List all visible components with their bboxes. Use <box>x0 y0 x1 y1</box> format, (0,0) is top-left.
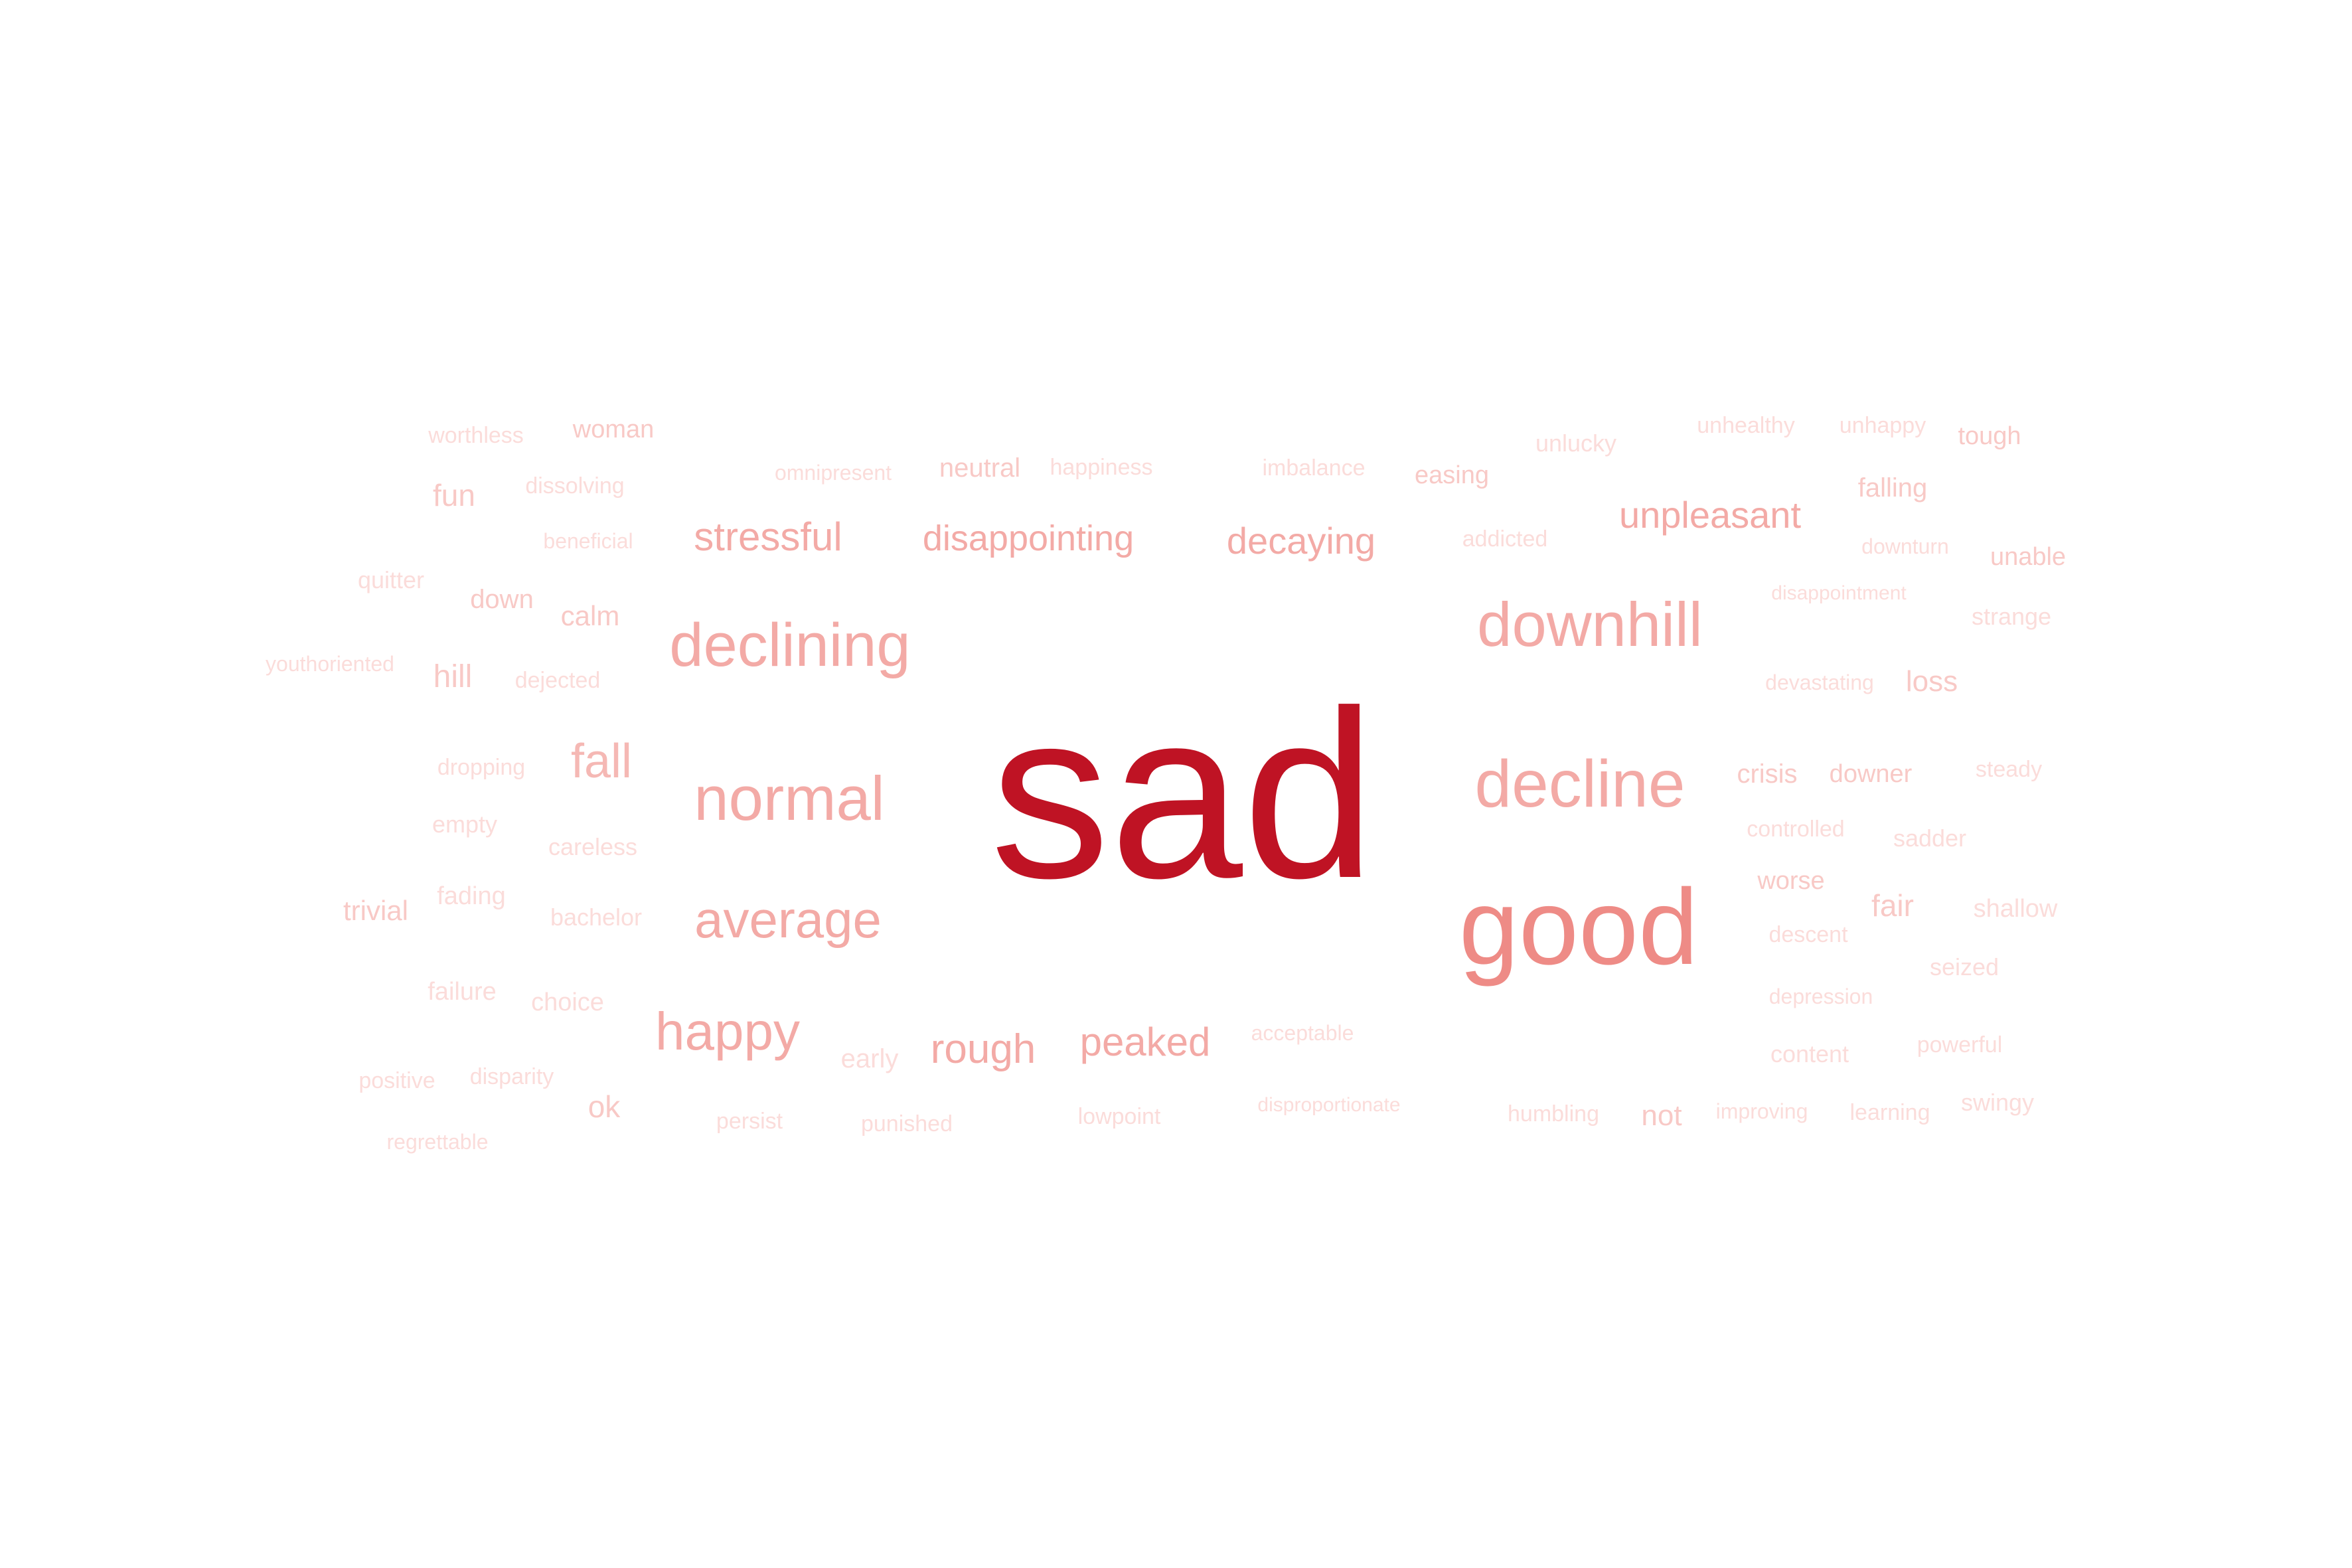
word-dissolving: dissolving <box>525 473 625 499</box>
word-youthoriented: youthoriented <box>266 652 394 676</box>
word-fading: fading <box>437 882 506 910</box>
word-woman: woman <box>572 416 655 443</box>
word-empty: empty <box>431 811 498 838</box>
word-unable: unable <box>1990 543 2067 571</box>
word-downer: downer <box>1829 760 1913 788</box>
word-acceptable: acceptable <box>1251 1021 1354 1045</box>
word-downturn: downturn <box>1861 534 1949 558</box>
word-unlucky: unlucky <box>1535 430 1617 457</box>
word-persist: persist <box>716 1109 783 1134</box>
word-disproportionate: disproportionate <box>1257 1094 1401 1116</box>
word-bachelor: bachelor <box>550 903 643 931</box>
word-ok: ok <box>588 1089 621 1124</box>
word-good: good <box>1458 867 1699 987</box>
word-dropping: dropping <box>437 755 526 780</box>
word-addicted: addicted <box>1462 526 1548 552</box>
word-imbalance: imbalance <box>1262 455 1366 481</box>
word-humbling: humbling <box>1508 1101 1599 1127</box>
word-content: content <box>1770 1040 1849 1067</box>
word-peaked: peaked <box>1079 1020 1211 1064</box>
word-fall: fall <box>570 735 633 788</box>
word-choice: choice <box>531 988 604 1016</box>
word-depression: depression <box>1768 984 1873 1008</box>
word-unhappy: unhappy <box>1839 413 1926 438</box>
word-worthless: worthless <box>428 423 524 448</box>
word-unpleasant: unpleasant <box>1618 494 1802 536</box>
word-positive: positive <box>358 1068 435 1093</box>
word-improving: improving <box>1715 1099 1808 1123</box>
word-crisis: crisis <box>1737 759 1798 789</box>
word-decline: decline <box>1474 747 1686 821</box>
word-normal: normal <box>694 763 885 833</box>
word-decaying: decaying <box>1226 520 1376 562</box>
word-neutral: neutral <box>939 453 1021 483</box>
word-loss: loss <box>1905 665 1958 698</box>
word-tough: tough <box>1958 422 2021 450</box>
word-trivial: trivial <box>343 895 409 926</box>
word-careless: careless <box>548 833 638 860</box>
word-punished: punished <box>860 1111 953 1137</box>
word-strange: strange <box>1971 603 2052 630</box>
word-rough: rough <box>930 1026 1036 1072</box>
word-shallow: shallow <box>1973 895 2058 923</box>
word-not: not <box>1641 1099 1682 1132</box>
word-stressful: stressful <box>694 514 842 559</box>
word-regrettable: regrettable <box>386 1130 489 1154</box>
word-fair: fair <box>1871 888 1914 923</box>
word-devastating: devastating <box>1765 670 1874 694</box>
word-seized: seized <box>1929 953 1999 980</box>
word-omnipresent: omnipresent <box>774 461 892 485</box>
word-steady: steady <box>1975 757 2043 782</box>
word-sad: sad <box>990 661 1376 928</box>
word-failure: failure <box>428 978 497 1006</box>
word-hill: hill <box>433 659 473 694</box>
word-average: average <box>694 890 882 949</box>
word-disappointing: disappointing <box>922 518 1135 558</box>
word-swingy: swingy <box>1960 1089 2035 1116</box>
word-downhill: downhill <box>1477 589 1703 659</box>
word-calm: calm <box>560 600 620 631</box>
word-declining: declining <box>669 611 911 679</box>
word-happy: happy <box>655 1002 800 1061</box>
word-down: down <box>470 585 534 614</box>
word-learning: learning <box>1849 1100 1930 1125</box>
word-easing: easing <box>1415 461 1489 489</box>
word-beneficial: beneficial <box>543 529 633 553</box>
word-falling: falling <box>1857 473 1928 503</box>
word-disappointment: disappointment <box>1771 582 1907 604</box>
word-worse: worse <box>1757 867 1825 895</box>
word-dejected: dejected <box>514 668 601 693</box>
word-sadder: sadder <box>1893 824 1967 852</box>
word-controlled: controlled <box>1747 817 1845 842</box>
word-early: early <box>840 1044 899 1073</box>
word-descent: descent <box>1768 922 1848 947</box>
word-powerful: powerful <box>1917 1032 2003 1058</box>
word-happiness: happiness <box>1050 455 1153 480</box>
word-lowpoint: lowpoint <box>1077 1104 1161 1129</box>
word-fun: fun <box>433 478 475 512</box>
word-quitter: quitter <box>357 566 425 593</box>
word-unhealthy: unhealthy <box>1697 413 1795 438</box>
word-disparity: disparity <box>469 1064 554 1089</box>
